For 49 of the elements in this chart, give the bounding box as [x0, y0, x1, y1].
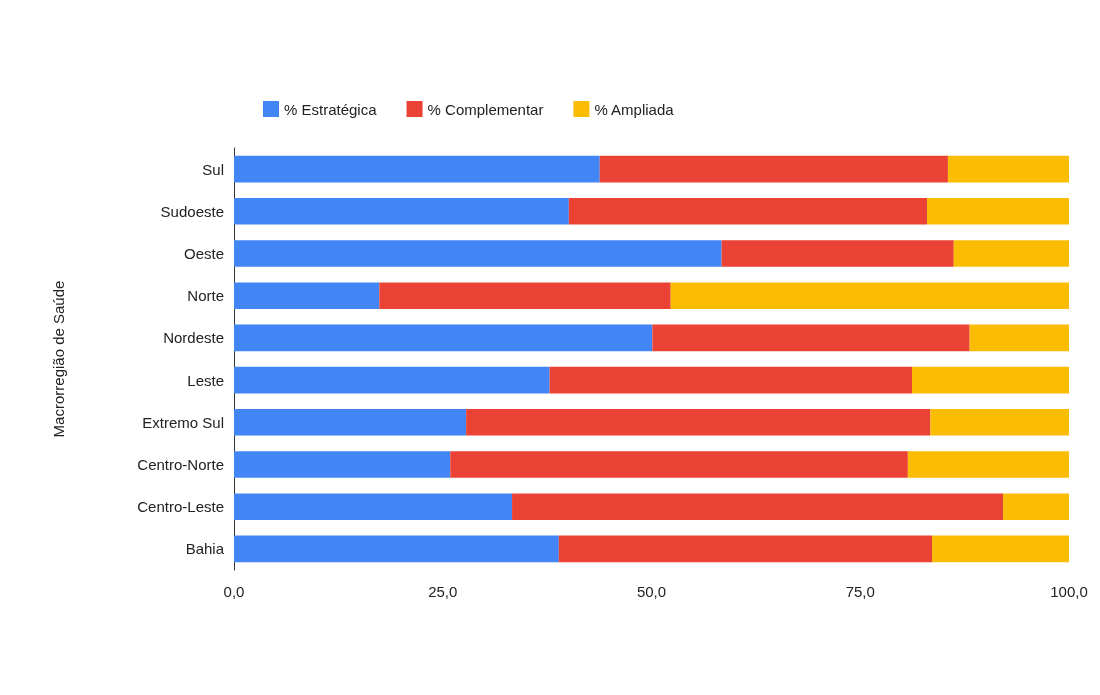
- legend-label: % Complementar: [427, 100, 544, 118]
- y-tick-label: Sul: [202, 160, 224, 178]
- x-tick-label: 0,0: [223, 583, 245, 600]
- legend-label: % Ampliada: [594, 100, 675, 118]
- bar: [466, 409, 931, 436]
- bar: [234, 493, 513, 520]
- bar: [932, 535, 1069, 563]
- y-tick-label: Nordeste: [163, 329, 224, 347]
- bar: [234, 155, 600, 183]
- y-tick-label: Sudoeste: [160, 202, 224, 220]
- legend-label: % Estratégica: [284, 100, 378, 118]
- bar: [234, 409, 467, 436]
- bar: [549, 366, 913, 394]
- bar: [234, 240, 722, 267]
- bar: [927, 198, 1069, 225]
- y-tick-label: Leste: [187, 371, 224, 389]
- bar: [234, 451, 451, 478]
- x-tick-label: 75,0: [845, 583, 875, 600]
- x-tick-label: 100,0: [1050, 583, 1088, 600]
- bar: [599, 155, 948, 183]
- bar: [234, 282, 380, 309]
- bar: [1003, 493, 1069, 520]
- bar: [652, 324, 970, 352]
- bar: [907, 451, 1069, 478]
- bar: [558, 535, 933, 563]
- bar: [969, 324, 1069, 352]
- x-tick-label: 25,0: [428, 583, 458, 600]
- bar: [947, 155, 1069, 183]
- y-axis-title: Macrorregião de Saúde: [50, 280, 67, 438]
- bar: [379, 282, 671, 309]
- y-tick-label: Centro-Norte: [137, 456, 224, 473]
- bar: [234, 198, 569, 225]
- bar: [234, 324, 653, 352]
- x-tick-label: 50,0: [636, 583, 667, 600]
- bar: [450, 451, 908, 478]
- bar: [512, 493, 1004, 520]
- bar: [670, 282, 1069, 309]
- y-tick-label: Bahia: [185, 540, 225, 558]
- bar: [912, 366, 1069, 394]
- y-tick-label: Norte: [187, 287, 224, 305]
- bar: [953, 240, 1069, 267]
- y-tick-label: Extremo Sul: [142, 413, 224, 431]
- bar: [568, 198, 928, 225]
- y-tick-label: Oeste: [183, 245, 224, 262]
- bar: [234, 366, 550, 394]
- y-tick-label: Centro-Leste: [137, 498, 224, 516]
- bar: [930, 409, 1069, 436]
- bar: [234, 535, 559, 563]
- bar: [721, 240, 954, 267]
